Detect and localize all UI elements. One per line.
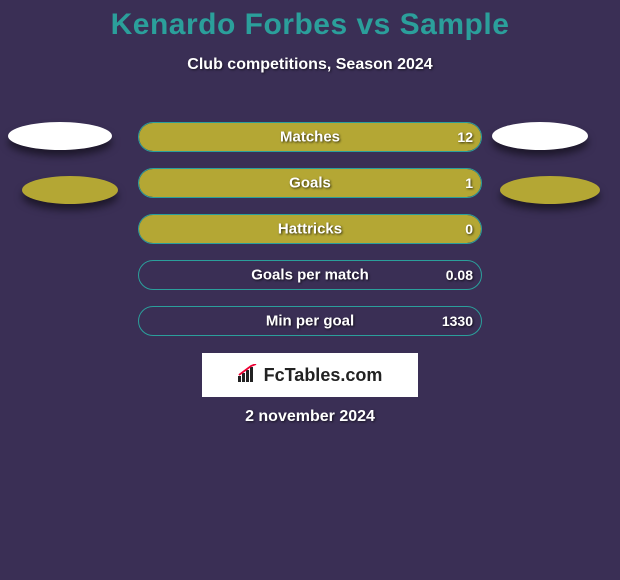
ellipse-left-mid bbox=[22, 176, 118, 204]
stat-value-right: 0 bbox=[465, 221, 473, 237]
stat-value-right: 0.08 bbox=[446, 267, 473, 283]
stat-fill-left bbox=[139, 123, 286, 151]
stat-value-right: 1 bbox=[465, 175, 473, 191]
logo: FcTables.com bbox=[238, 364, 383, 387]
stat-fill-left bbox=[139, 169, 300, 197]
stat-label: Goals bbox=[289, 175, 331, 192]
subtitle: Club competitions, Season 2024 bbox=[0, 56, 620, 74]
stat-label: Goals per match bbox=[251, 267, 369, 284]
ellipse-right-mid bbox=[500, 176, 600, 204]
ellipse-right-top bbox=[492, 122, 588, 150]
stat-row: Min per goal 1330 bbox=[138, 306, 482, 336]
stat-label: Hattricks bbox=[278, 221, 342, 238]
infographic-canvas: Kenardo Forbes vs Sample Club competitio… bbox=[0, 0, 620, 580]
stat-value-right: 1330 bbox=[442, 313, 473, 329]
ellipse-left-top bbox=[8, 122, 112, 150]
stat-row: Goals 1 bbox=[138, 168, 482, 198]
stat-value-right: 12 bbox=[457, 129, 473, 145]
stats-container: Matches 12 Goals 1 Hattricks 0 Goals per match… bbox=[138, 122, 482, 352]
logo-box: FcTables.com bbox=[202, 353, 418, 397]
logo-bars-icon bbox=[238, 364, 260, 387]
stat-label: Min per goal bbox=[266, 313, 354, 330]
page-title: Kenardo Forbes vs Sample bbox=[0, 0, 620, 42]
logo-text: FcTables.com bbox=[264, 365, 383, 386]
stat-label: Matches bbox=[280, 129, 340, 146]
stat-row: Matches 12 bbox=[138, 122, 482, 152]
stat-row: Goals per match 0.08 bbox=[138, 260, 482, 290]
date-text: 2 november 2024 bbox=[0, 408, 620, 426]
stat-row: Hattricks 0 bbox=[138, 214, 482, 244]
